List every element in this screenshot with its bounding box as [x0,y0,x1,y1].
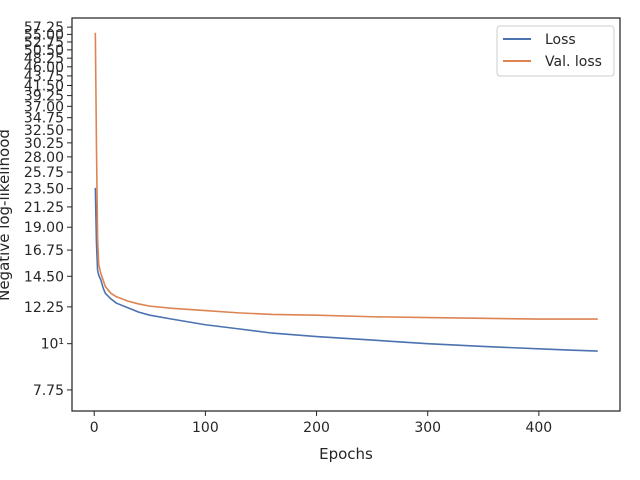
series-line-1 [94,32,598,320]
x-axis-ticks: 0 100 200 300 400 [90,411,552,436]
y-tick-label: 46.00 [24,60,64,76]
y-tick-label: 30.25 [24,136,64,152]
legend-label: Loss [545,32,576,48]
y-tick-label: 50.50 [24,43,64,59]
y-tick-label: 34.75 [24,111,64,127]
y-tick-label: 32.50 [24,123,64,139]
x-tick-label: 0 [90,420,99,436]
plot-frame [71,17,621,412]
y-tick-label: 21.25 [24,200,64,216]
x-tick-label: 200 [303,420,330,436]
y-tick-label: 28.00 [24,150,64,166]
y-tick-label: 12.25 [24,300,64,316]
y-tick-label: 16.75 [24,243,64,259]
y-tick-label: 14.50 [24,269,64,285]
y-tick-label: 39.25 [24,89,64,105]
y-tick-label: 23.50 [24,182,64,198]
series-line-0 [94,187,598,352]
y-tick-label: 43.75 [24,69,64,85]
y-tick-label: 7.75 [33,383,64,399]
y-tick-label: 10¹ [41,337,64,353]
series-lines [94,32,598,352]
y-tick-label: 55.00 [24,27,64,43]
y-tick-label: 52.75 [24,35,64,51]
x-tick-label: 100 [192,420,219,436]
y-tick-label: 25.75 [24,165,64,181]
x-axis-label: Epochs [319,445,373,463]
y-axis-label: Negative log-likelihood [0,129,13,301]
legend-label: Val. loss [545,54,602,70]
y-tick-label: 19.00 [24,220,64,236]
y-tick-label: 57.25 [24,20,64,36]
legend: Loss Val. loss [496,25,615,77]
x-tick-label: 400 [525,420,552,436]
y-axis-ticks: 7.75 10¹ 12.25 14.50 16.75 19.00 21.25 23.5025.… [24,20,72,399]
y-tick-label: 41.50 [24,78,64,94]
y-tick-label: 37.00 [24,99,64,115]
y-tick-label: 48.25 [24,51,64,67]
x-tick-label: 300 [414,420,441,436]
